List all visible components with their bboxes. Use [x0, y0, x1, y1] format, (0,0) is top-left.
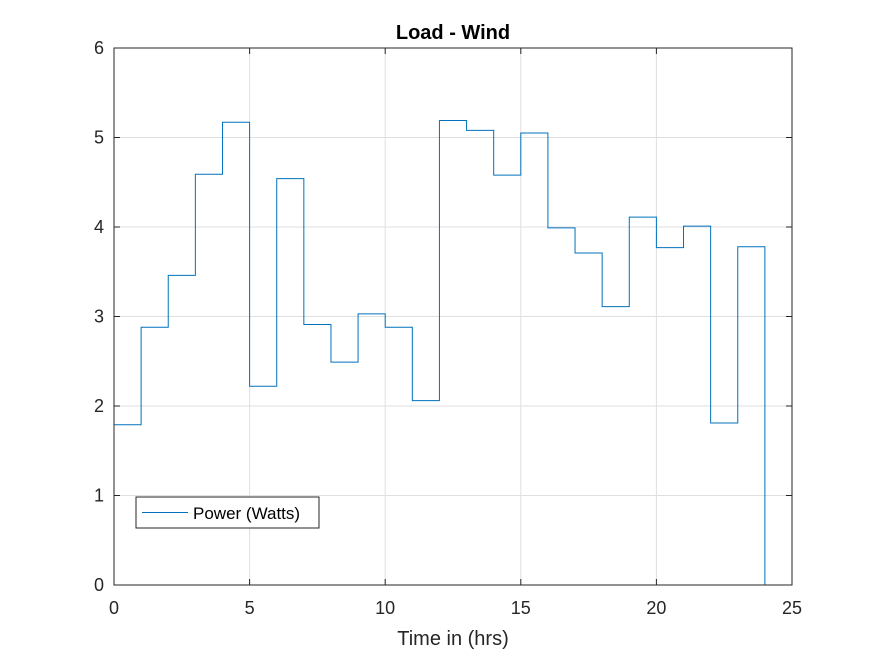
chart-title: Load - Wind: [396, 22, 510, 44]
y-tick-label: 0: [94, 575, 104, 595]
series-line: [114, 119, 766, 585]
axis-ticks: [113, 47, 793, 586]
x-tick-label: 20: [646, 598, 666, 618]
x-tick-label: 25: [782, 598, 802, 618]
y-tick-labels: 0 1 2 3 4 5 6: [94, 38, 104, 595]
y-tick-label: 6: [94, 38, 104, 58]
x-tick-label: 15: [511, 598, 531, 618]
legend-label: Power (Watts): [193, 504, 300, 523]
y-tick-label: 2: [94, 396, 104, 416]
x-tick-label: 0: [109, 598, 119, 618]
y-tick-label: 1: [94, 486, 104, 506]
series-layer: [114, 119, 766, 585]
x-tick-label: 5: [245, 598, 255, 618]
y-tick-label: 3: [94, 307, 104, 327]
x-tick-labels: 0 5 10 15 20 25: [109, 598, 802, 618]
x-tick-label: 10: [375, 598, 395, 618]
y-tick-label: 4: [94, 217, 104, 237]
y-tick-label: 5: [94, 128, 104, 148]
legend: Power (Watts): [135, 496, 320, 529]
x-axis-label: Time in (hrs): [397, 628, 508, 650]
